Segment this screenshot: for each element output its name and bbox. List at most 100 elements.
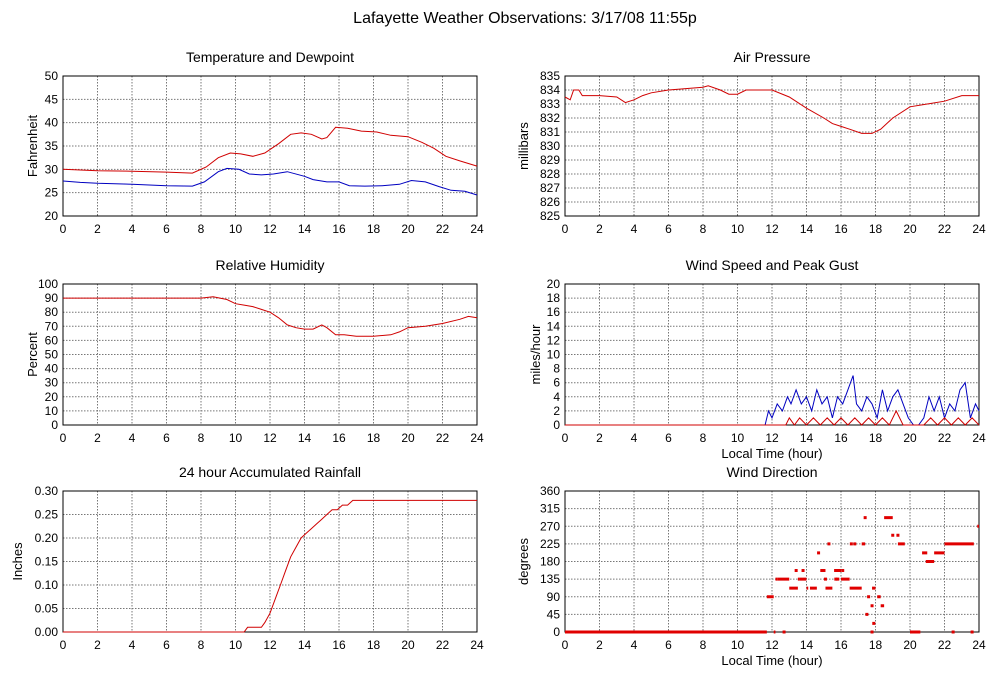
- x-tick-label: 8: [198, 431, 205, 445]
- x-tick-label: 6: [163, 638, 170, 652]
- y-tick-label: 4: [553, 390, 560, 404]
- y-tick-label: 135: [540, 572, 560, 586]
- y-tick-label: 30: [45, 376, 59, 390]
- y-tick-label: 12: [547, 333, 561, 347]
- y-tick-label: 0: [553, 418, 560, 432]
- direction-point: [834, 577, 838, 581]
- x-tick-label: 4: [631, 222, 638, 236]
- y-tick-label: 180: [540, 555, 560, 569]
- y-tick-label: 60: [45, 333, 59, 347]
- y-tick-label: 315: [540, 502, 560, 516]
- x-tick-label: 8: [700, 222, 707, 236]
- plot-frame: [62, 283, 478, 426]
- x-tick-label: 14: [800, 222, 814, 236]
- y-tick-label: 35: [45, 139, 59, 153]
- direction-point: [782, 630, 786, 634]
- plot-frame: [564, 490, 980, 633]
- x-tick-label: 22: [938, 222, 952, 236]
- direction-point: [951, 630, 955, 634]
- x-tick-label: 16: [332, 638, 346, 652]
- series-line: [565, 375, 980, 426]
- x-tick-label: 24: [470, 638, 484, 652]
- x-tick-label: 8: [198, 222, 205, 236]
- y-tick-label: 8: [553, 362, 560, 376]
- y-tick-label: 6: [553, 376, 560, 390]
- x-tick-label: 10: [229, 222, 243, 236]
- y-tick-label: 360: [540, 484, 560, 498]
- wind-chart: 0 2 4 6 8 10 12 14 16 18 20 22 2402468101214161820Wi…: [528, 257, 986, 461]
- x-tick-label: 24: [470, 431, 484, 445]
- x-tick-label: 20: [401, 222, 415, 236]
- x-tick-label: 18: [869, 638, 883, 652]
- x-tick-label: 0: [60, 222, 67, 236]
- x-tick-label: 2: [596, 638, 603, 652]
- x-tick-label: 6: [665, 431, 672, 445]
- x-tick-label: 8: [198, 638, 205, 652]
- x-tick-label: 10: [229, 431, 243, 445]
- y-tick-label: 50: [45, 69, 59, 83]
- y-tick-label: 45: [45, 92, 59, 106]
- x-tick-label: 20: [903, 638, 917, 652]
- x-tick-label: 0: [562, 638, 569, 652]
- series-line: [565, 409, 980, 426]
- x-tick-label: 22: [938, 431, 952, 445]
- x-tick-label: 22: [938, 638, 952, 652]
- y-tick-label: 0: [553, 625, 560, 639]
- y-axis-label: Inches: [10, 542, 25, 581]
- direction-point: [870, 604, 874, 608]
- y-tick-label: 835: [540, 69, 560, 83]
- series-line: [62, 167, 478, 196]
- x-tick-label: 10: [229, 638, 243, 652]
- x-tick-label: 22: [436, 222, 450, 236]
- y-tick-label: 828: [540, 167, 560, 181]
- x-tick-label: 12: [765, 431, 779, 445]
- direction-point: [970, 630, 974, 634]
- x-tick-label: 22: [436, 638, 450, 652]
- y-axis-label: miles/hour: [528, 324, 543, 385]
- direction-point: [817, 551, 821, 555]
- x-tick-label: 12: [765, 638, 779, 652]
- x-tick-label: 4: [631, 431, 638, 445]
- x-tick-label: 16: [332, 431, 346, 445]
- x-tick-label: 24: [972, 638, 986, 652]
- x-tick-label: 18: [367, 431, 381, 445]
- x-tick-label: 6: [665, 638, 672, 652]
- y-tick-label: 90: [45, 291, 59, 305]
- x-tick-label: 4: [129, 222, 136, 236]
- y-tick-label: 25: [45, 186, 59, 200]
- series-line: [62, 126, 478, 174]
- y-tick-label: 0.20: [35, 531, 59, 545]
- y-tick-label: 10: [547, 348, 561, 362]
- direction-point: [865, 612, 869, 616]
- direction-point: [827, 542, 831, 546]
- x-tick-label: 20: [401, 638, 415, 652]
- pressure-chart: 0 2 4 6 8 10 12 14 16 18 20 22 248258268278288298308…: [516, 49, 986, 236]
- y-tick-label: 827: [540, 181, 560, 195]
- x-tick-label: 18: [367, 638, 381, 652]
- x-tick-label: 12: [765, 222, 779, 236]
- y-tick-label: 10: [45, 404, 59, 418]
- direction-point: [870, 630, 874, 634]
- y-tick-label: 0: [51, 418, 58, 432]
- plot-frame: [62, 490, 478, 633]
- direction-point: [849, 542, 853, 546]
- chart-title: Wind Direction: [726, 464, 817, 480]
- x-tick-label: 4: [129, 638, 136, 652]
- y-tick-label: 0.30: [35, 484, 59, 498]
- x-tick-label: 16: [834, 431, 848, 445]
- x-tick-label: 14: [800, 431, 814, 445]
- x-tick-label: 20: [401, 431, 415, 445]
- y-tick-label: 831: [540, 125, 560, 139]
- y-tick-label: 0.25: [35, 508, 59, 522]
- x-tick-label: 14: [298, 431, 312, 445]
- direction-point: [863, 516, 867, 520]
- series-line: [564, 85, 979, 134]
- chart-title: Air Pressure: [733, 49, 810, 65]
- x-axis-label: Local Time (hour): [721, 653, 822, 668]
- x-tick-label: 0: [562, 222, 569, 236]
- x-tick-label: 20: [903, 222, 917, 236]
- x-tick-label: 16: [834, 638, 848, 652]
- direction-point: [841, 569, 845, 573]
